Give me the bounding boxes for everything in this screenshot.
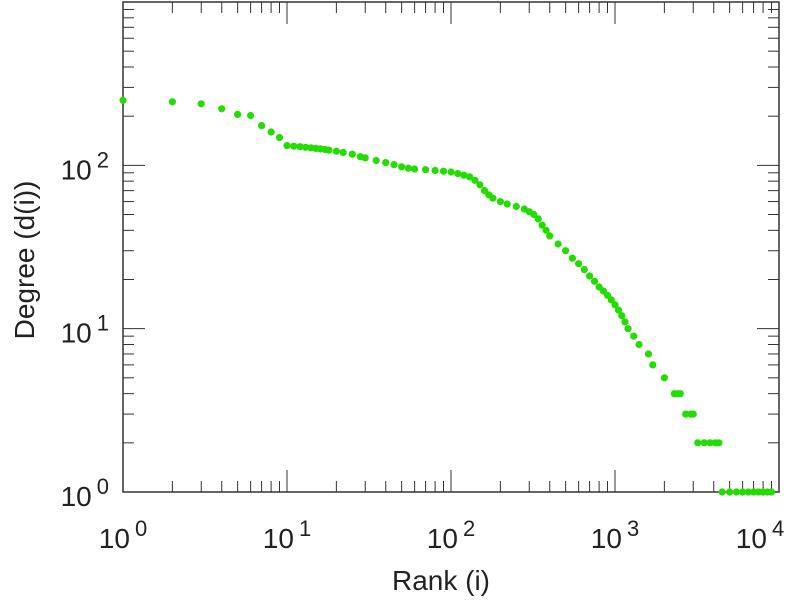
data-point bbox=[439, 167, 448, 175]
x-tick-label: 10 4 bbox=[736, 516, 784, 554]
data-point bbox=[694, 439, 702, 447]
data-point bbox=[568, 254, 577, 262]
data-point bbox=[635, 340, 643, 349]
data-point bbox=[339, 148, 347, 156]
data-point bbox=[460, 171, 468, 179]
x-tick-label: 10 1 bbox=[263, 516, 311, 554]
data-point bbox=[611, 301, 619, 309]
data-point bbox=[119, 96, 127, 104]
data-point bbox=[676, 390, 684, 398]
data-point bbox=[732, 488, 741, 496]
y-tick-label: 10 1 bbox=[61, 311, 109, 349]
data-point bbox=[715, 439, 723, 447]
data-point bbox=[534, 215, 542, 223]
y-tick-label: 10 2 bbox=[61, 147, 109, 185]
data-point bbox=[700, 439, 708, 447]
data-point bbox=[267, 128, 275, 136]
x-tick-label: 10 3 bbox=[591, 516, 639, 554]
data-point bbox=[489, 194, 497, 202]
data-point bbox=[660, 374, 669, 382]
data-point bbox=[283, 142, 291, 150]
y-axis-label: Degree (d(i)) bbox=[9, 181, 40, 340]
data-point bbox=[411, 165, 419, 173]
data-point bbox=[503, 200, 511, 208]
data-point bbox=[296, 143, 304, 151]
data-point bbox=[258, 122, 266, 130]
data-point bbox=[607, 296, 615, 304]
data-point bbox=[234, 110, 242, 118]
data-point bbox=[580, 266, 588, 274]
data-point bbox=[431, 166, 439, 175]
data-point bbox=[689, 410, 697, 418]
data-point bbox=[538, 221, 546, 229]
data-point bbox=[275, 133, 284, 142]
data-point bbox=[644, 350, 653, 358]
plot-frame bbox=[122, 1, 780, 493]
data-point bbox=[682, 410, 690, 418]
data-point bbox=[168, 98, 176, 106]
data-point bbox=[466, 173, 474, 181]
data-point bbox=[706, 439, 714, 447]
data-point bbox=[575, 260, 583, 268]
data-point bbox=[372, 156, 380, 165]
data-point bbox=[247, 111, 255, 120]
data-point bbox=[471, 176, 479, 184]
data-point bbox=[404, 164, 412, 172]
x-tick-label: 10 0 bbox=[99, 516, 147, 554]
x-tick-label: 10 2 bbox=[427, 516, 475, 554]
data-point bbox=[325, 146, 333, 154]
data-point bbox=[649, 361, 657, 369]
data-point bbox=[590, 277, 599, 285]
data-point bbox=[218, 105, 226, 113]
x-axis-label: Rank (i) bbox=[392, 565, 490, 596]
data-point bbox=[348, 150, 356, 158]
data-point bbox=[614, 306, 623, 314]
data-point bbox=[302, 143, 310, 151]
data-point bbox=[390, 161, 398, 169]
data-point bbox=[739, 488, 747, 496]
data-point bbox=[546, 232, 554, 240]
data-point bbox=[512, 202, 520, 211]
data-point bbox=[422, 166, 430, 174]
data-point bbox=[621, 318, 629, 326]
data-points bbox=[119, 96, 776, 496]
data-point bbox=[454, 170, 462, 178]
data-point bbox=[554, 240, 562, 248]
data-point bbox=[624, 325, 632, 333]
data-point bbox=[398, 163, 406, 171]
data-point bbox=[767, 488, 776, 496]
data-point bbox=[476, 181, 484, 189]
data-point bbox=[447, 168, 455, 176]
data-point bbox=[618, 312, 626, 320]
data-point bbox=[290, 142, 298, 150]
x-tick-labels: 10 0 10 1 10 2 10 3 10 4 bbox=[99, 516, 784, 554]
data-point bbox=[630, 332, 638, 340]
data-point bbox=[496, 198, 504, 206]
data-point bbox=[744, 488, 752, 496]
y-tick-label: 10 0 bbox=[61, 474, 109, 512]
data-point bbox=[530, 210, 538, 219]
axis-ticks bbox=[122, 2, 779, 493]
data-point bbox=[382, 159, 390, 167]
data-point bbox=[197, 100, 205, 108]
data-point bbox=[718, 488, 726, 496]
data-point bbox=[542, 226, 550, 234]
data-point bbox=[586, 272, 594, 280]
data-point bbox=[562, 247, 570, 255]
data-point bbox=[332, 147, 340, 155]
data-point bbox=[726, 488, 734, 496]
data-point bbox=[361, 154, 369, 162]
